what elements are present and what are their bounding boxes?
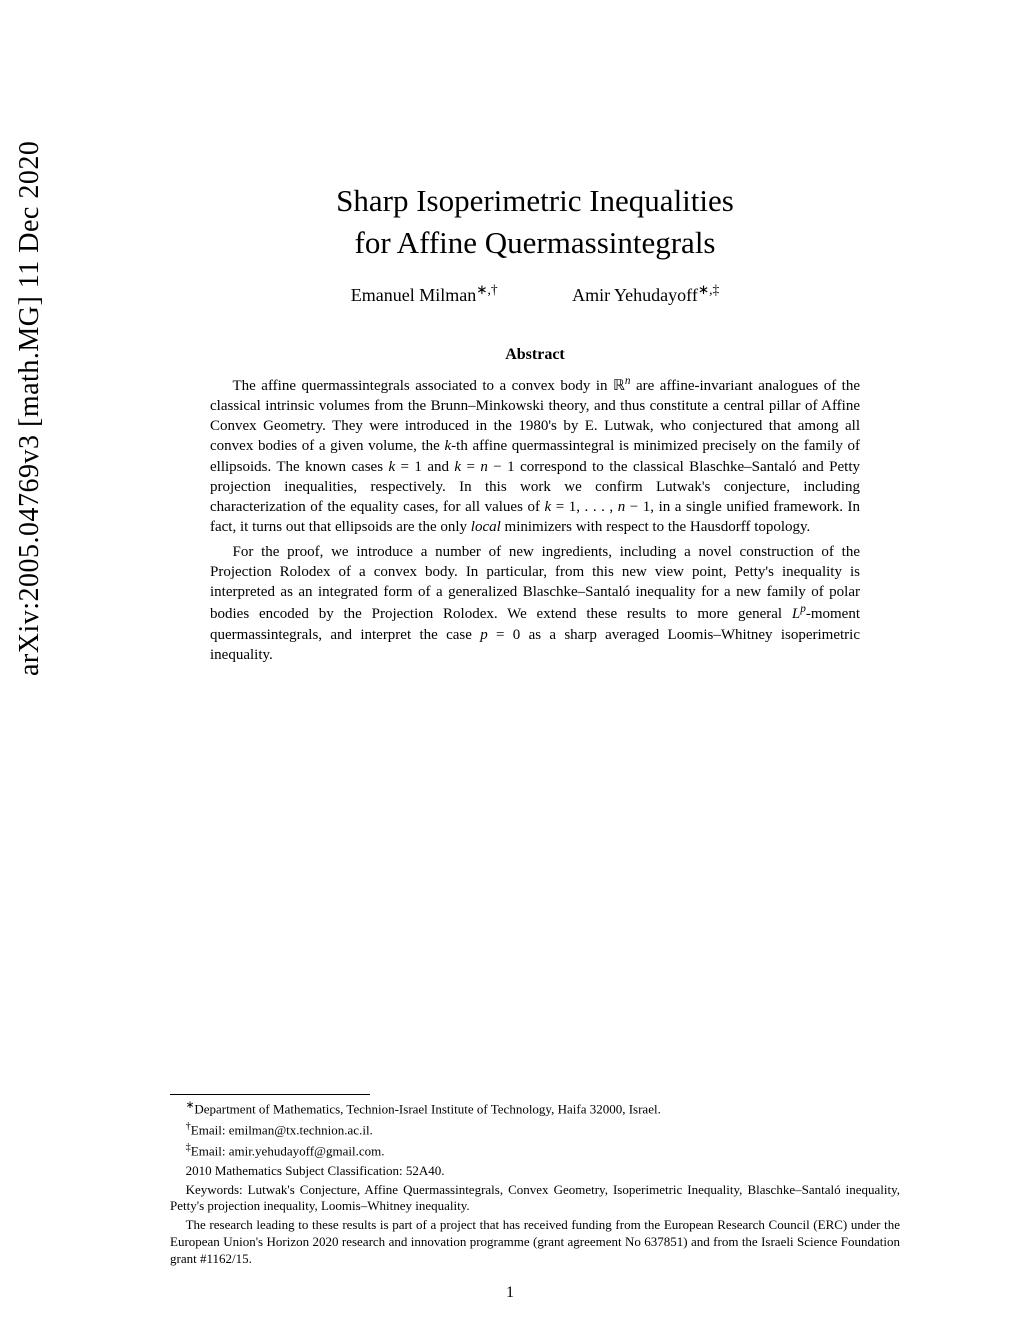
paper-content: Sharp Isoperimetric Inequalities for Aff… — [170, 180, 900, 665]
author-1-name: Emanuel Milman — [351, 285, 476, 305]
abstract-paragraph-2: For the proof, we introduce a number of … — [210, 542, 860, 666]
footnote-affiliation: ∗Department of Mathematics, Technion-Isr… — [170, 1099, 900, 1118]
footnotes: ∗Department of Mathematics, Technion-Isr… — [170, 1094, 900, 1270]
title-line-1: Sharp Isoperimetric Inequalities — [336, 183, 734, 218]
abstract-paragraph-1: The affine quermassintegrals associated … — [210, 374, 860, 538]
page: arXiv:2005.04769v3 [math.MG] 11 Dec 2020… — [0, 0, 1020, 1320]
abstract-text: = 1 and — [395, 459, 454, 475]
footnote-mark-star: ∗ — [186, 1100, 195, 1111]
math-L: L — [792, 606, 800, 622]
footnote-keywords: Keywords: Lutwak's Conjecture, Affine Qu… — [170, 1182, 900, 1216]
abstract-heading: Abstract — [170, 346, 900, 364]
math-n: n — [480, 459, 488, 475]
footnote-msc: 2010 Mathematics Subject Classification:… — [170, 1163, 900, 1180]
author-2-name: Amir Yehudayoff — [572, 285, 698, 305]
abstract-text: The affine quermassintegrals associated … — [233, 378, 625, 394]
arxiv-identifier: arXiv:2005.04769v3 [math.MG] 11 Dec 2020 — [14, 141, 46, 676]
abstract-text: For the proof, we introduce a number of … — [210, 544, 860, 623]
abstract: The affine quermassintegrals associated … — [210, 374, 860, 666]
footnote-text: Email: emilman@tx.technion.ac.il. — [191, 1123, 373, 1138]
page-number: 1 — [0, 1284, 1020, 1302]
footnote-email-2: ‡Email: amir.yehudayoff@gmail.com. — [170, 1141, 900, 1160]
author-1: Emanuel Milman∗,† — [351, 282, 498, 306]
footnote-email-1: †Email: emilman@tx.technion.ac.il. — [170, 1120, 900, 1139]
abstract-text: = — [461, 459, 480, 475]
author-2: Amir Yehudayoff∗,‡ — [572, 282, 719, 306]
footnote-rule — [170, 1094, 370, 1095]
author-1-marks: ∗,† — [476, 282, 497, 297]
author-2-marks: ∗,‡ — [698, 282, 719, 297]
authors: Emanuel Milman∗,† Amir Yehudayoff∗,‡ — [170, 282, 900, 306]
footnote-text: Department of Mathematics, Technion-Isra… — [194, 1101, 661, 1116]
abstract-text: minimizers with respect to the Hausdorff… — [501, 519, 811, 535]
footnote-text: Email: amir.yehudayoff@gmail.com. — [191, 1144, 385, 1159]
math-p: p — [480, 627, 488, 643]
abstract-text: = 1, . . . , — [551, 499, 618, 515]
footnote-funding: The research leading to these results is… — [170, 1217, 900, 1268]
paper-title: Sharp Isoperimetric Inequalities for Aff… — [170, 180, 900, 264]
title-line-2: for Affine Quermassintegrals — [355, 225, 716, 260]
emph-local: local — [471, 519, 501, 535]
